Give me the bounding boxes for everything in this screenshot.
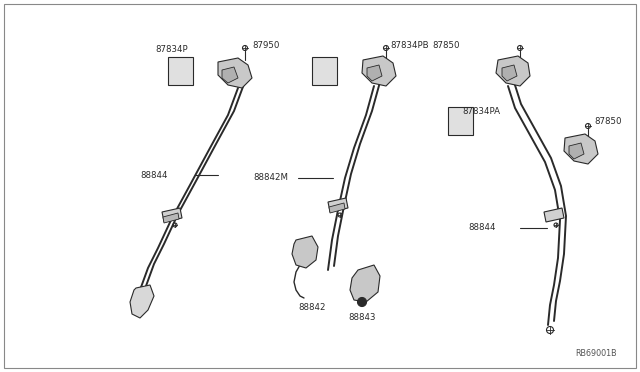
Polygon shape — [367, 65, 382, 81]
Polygon shape — [163, 213, 179, 223]
Text: 88843: 88843 — [348, 314, 376, 323]
Text: 87834PB: 87834PB — [390, 41, 429, 49]
Text: 87950: 87950 — [252, 41, 280, 49]
Polygon shape — [292, 236, 318, 268]
Circle shape — [358, 298, 367, 307]
Polygon shape — [218, 58, 252, 88]
Polygon shape — [544, 208, 564, 222]
Polygon shape — [162, 208, 182, 222]
Text: 87834PA: 87834PA — [462, 108, 500, 116]
Polygon shape — [448, 107, 473, 135]
Text: 88844: 88844 — [468, 224, 495, 232]
Text: 88842: 88842 — [298, 302, 326, 311]
Polygon shape — [362, 56, 396, 86]
Text: 88844: 88844 — [140, 170, 168, 180]
Text: RB69001B: RB69001B — [575, 350, 617, 359]
Text: 87834P: 87834P — [155, 45, 188, 55]
Polygon shape — [564, 134, 598, 164]
Polygon shape — [496, 56, 530, 86]
Polygon shape — [328, 198, 348, 212]
Text: 88842M: 88842M — [253, 173, 288, 183]
Polygon shape — [502, 65, 517, 81]
Polygon shape — [329, 203, 345, 213]
Text: 87850: 87850 — [432, 41, 460, 49]
Polygon shape — [168, 57, 193, 85]
Polygon shape — [312, 57, 337, 85]
Polygon shape — [569, 143, 584, 159]
Polygon shape — [350, 265, 380, 302]
Text: 87850: 87850 — [594, 118, 621, 126]
Polygon shape — [222, 67, 238, 83]
Polygon shape — [130, 285, 154, 318]
